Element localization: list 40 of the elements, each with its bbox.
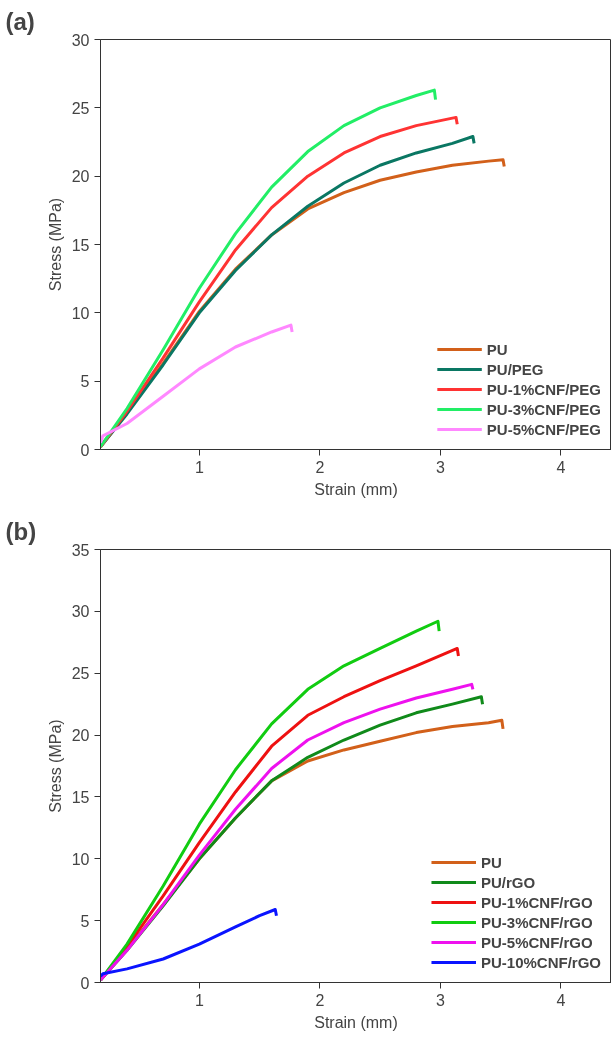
x-tick-label: 4	[556, 458, 566, 476]
legend-label: PU/rGO	[480, 873, 536, 891]
legend-label: PU-1%CNF/rGO	[480, 893, 593, 911]
x-tick-label: 1	[194, 458, 204, 476]
y-axis-title: Stress (MPa)	[46, 719, 64, 813]
chart-title: (a)	[5, 7, 35, 35]
y-tick-label: 15	[71, 788, 90, 806]
y-tick-label: 5	[80, 912, 90, 930]
y-tick-label: 15	[71, 236, 90, 254]
chart-title: (b)	[5, 517, 37, 545]
legend-label: PU-1%CNF/PEG	[486, 380, 601, 398]
x-axis-title: Strain (mm)	[314, 480, 398, 498]
y-tick-label: 5	[80, 373, 90, 391]
y-tick-label: 30	[71, 603, 90, 621]
x-axis-title: Strain (mm)	[314, 1013, 398, 1031]
legend-label: PU-3%CNF/rGO	[480, 913, 593, 931]
y-tick-label: 25	[71, 665, 90, 683]
y-tick-label: 20	[71, 727, 90, 745]
y-tick-label: 25	[71, 99, 90, 117]
y-tick-label: 20	[71, 168, 90, 186]
legend-label: PU/PEG	[486, 360, 544, 378]
y-tick-label: 0	[80, 974, 90, 992]
legend-label: PU-5%CNF/rGO	[480, 933, 593, 951]
y-tick-label: 10	[71, 850, 90, 868]
x-tick-label: 3	[435, 991, 445, 1009]
y-axis-title: Stress (MPa)	[46, 197, 64, 292]
legend-label: PU-5%CNF/PEG	[486, 420, 601, 438]
x-tick-label: 4	[556, 991, 566, 1009]
x-tick-label: 1	[194, 991, 204, 1009]
y-tick-label: 35	[71, 541, 90, 559]
legend-label: PU	[480, 853, 502, 871]
x-tick-label: 2	[315, 458, 325, 476]
y-tick-label: 30	[71, 31, 90, 49]
legend-label: PU-3%CNF/PEG	[486, 400, 601, 418]
legend-label: PU-10%CNF/rGO	[480, 953, 601, 971]
x-tick-label: 3	[435, 458, 445, 476]
y-tick-label: 10	[71, 304, 90, 322]
y-tick-label: 0	[80, 441, 90, 459]
x-tick-label: 2	[315, 991, 325, 1009]
legend-label: PU	[486, 340, 508, 358]
